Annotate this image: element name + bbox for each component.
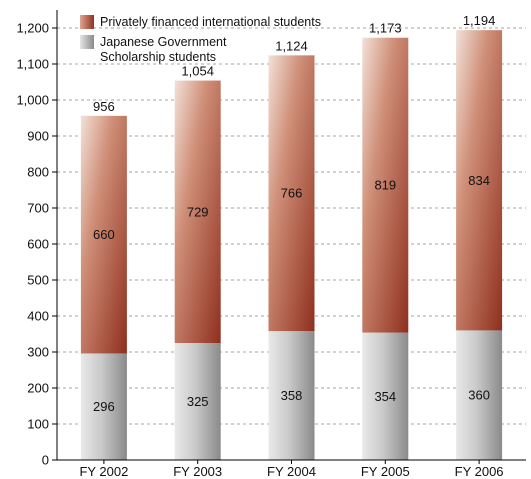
bar-value-label: 834	[468, 173, 490, 188]
y-tick-label: 600	[27, 237, 49, 252]
bar-total-label: 1,194	[463, 13, 496, 28]
bar-segment	[362, 37, 409, 333]
y-tick-label: 500	[27, 273, 49, 288]
x-tick-label: FY 2005	[361, 464, 410, 479]
legend-swatch	[80, 15, 94, 29]
y-tick-label: 1,100	[16, 57, 49, 72]
bar-total-label: 1,054	[181, 64, 214, 79]
y-tick-label: 200	[27, 381, 49, 396]
bar-value-label: 819	[374, 178, 396, 193]
x-tick-label: FY 2003	[173, 464, 222, 479]
bar-segment	[174, 343, 221, 460]
bar-total-label: 1,173	[369, 21, 402, 36]
legend-swatch	[80, 35, 94, 49]
x-tick-label: FY 2006	[455, 464, 504, 479]
legend-label: Japanese Government	[100, 35, 227, 49]
legend-label: Scholarship students	[100, 50, 216, 64]
y-tick-label: 400	[27, 309, 49, 324]
bar-segment	[362, 332, 409, 460]
y-tick-label: 900	[27, 129, 49, 144]
bar-value-label: 358	[281, 388, 303, 403]
bar-total-label: 1,124	[275, 38, 308, 53]
x-tick-label: FY 2002	[79, 464, 128, 479]
bar-value-label: 296	[93, 399, 115, 414]
bar-value-label: 354	[374, 389, 396, 404]
bar-value-label: 729	[187, 204, 209, 219]
y-tick-label: 1,200	[16, 21, 49, 36]
y-tick-label: 700	[27, 201, 49, 216]
bars	[80, 30, 503, 460]
x-tick-label: FY 2004	[267, 464, 316, 479]
bar-value-label: 766	[281, 186, 303, 201]
bar-value-label: 325	[187, 394, 209, 409]
bar-segment	[80, 353, 127, 460]
y-tick-label: 800	[27, 165, 49, 180]
bar-total-label: 956	[93, 99, 115, 114]
bar-segment	[456, 30, 503, 331]
labels: 0 100 200 300 400 500 600 700 800 900 1,000 1,100 1,…	[16, 13, 503, 479]
bar-segment	[80, 115, 127, 354]
legend: Privately financed international student…	[80, 15, 321, 64]
bar-segment	[174, 80, 221, 343]
y-tick-label: 100	[27, 417, 49, 432]
legend-label: Privately financed international student…	[100, 15, 321, 29]
y-tick-label: 0	[42, 453, 49, 468]
y-tick-label: 300	[27, 345, 49, 360]
axes	[52, 10, 526, 464]
bar-segment	[268, 331, 315, 460]
y-tick-label: 1,000	[16, 93, 49, 108]
bar-value-label: 660	[93, 227, 115, 242]
bar-value-label: 360	[468, 388, 490, 403]
bar-segment	[268, 55, 315, 332]
bar-segment	[456, 330, 503, 460]
